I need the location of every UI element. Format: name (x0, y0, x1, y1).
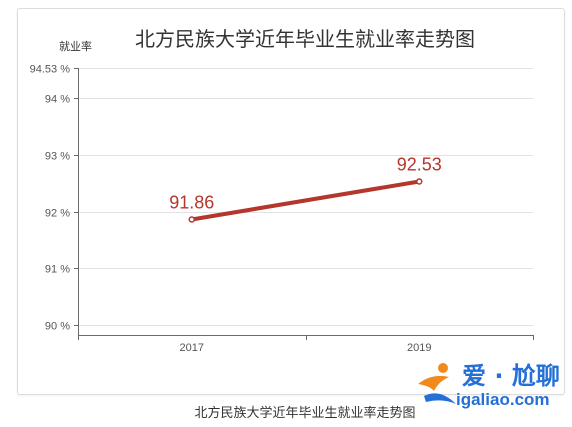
watermark-brand: 爱 · 尬聊 (462, 362, 560, 390)
y-axis-label: 就业率 (59, 40, 92, 53)
y-tick-label: 94.53 % (30, 64, 71, 76)
x-tick-label: 2017 (180, 342, 204, 354)
data-point (416, 178, 423, 185)
chart-title: 北方民族大学近年毕业生就业率走势图 (135, 27, 475, 51)
x-tick-label: 2019 (407, 342, 431, 354)
series-line (189, 179, 422, 222)
y-tick-label: 90 % (45, 321, 70, 333)
figure-caption: 北方民族大学近年毕业生就业率走势图 (194, 406, 416, 421)
runner-logo-icon (418, 363, 456, 404)
y-tick-label: 91 % (45, 264, 70, 276)
y-tick-label: 92 % (45, 208, 70, 220)
data-point (188, 216, 195, 223)
y-tick-label: 93 % (45, 151, 70, 163)
y-tick-label: 94 % (45, 94, 70, 106)
watermark-domain: igaliao.com (456, 390, 550, 409)
watermark: 爱 · 尬聊 igaliao.com (410, 356, 566, 414)
data-label: 92.53 (397, 154, 442, 174)
data-label: 91.86 (169, 192, 214, 212)
